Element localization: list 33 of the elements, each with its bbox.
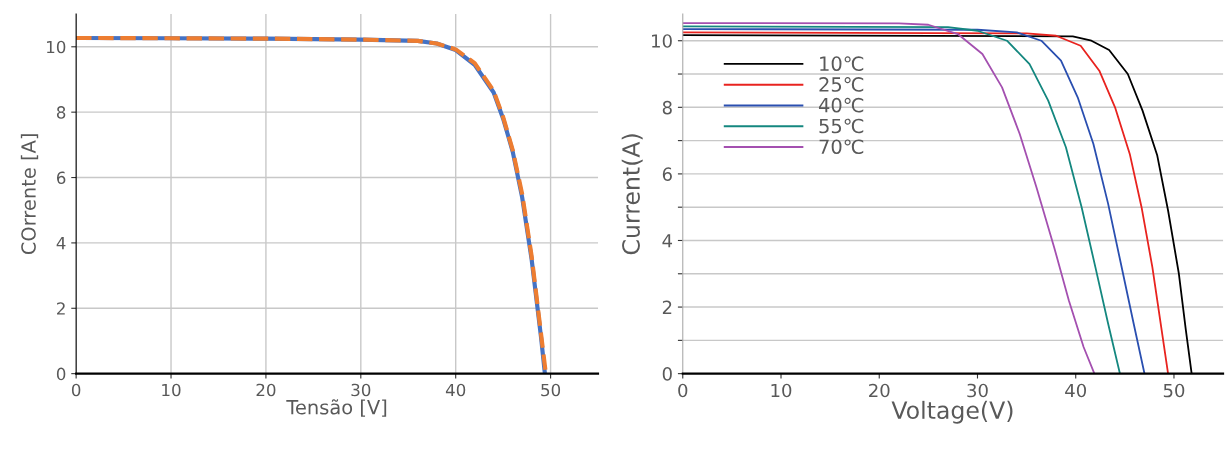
x-tick-label: 20 xyxy=(869,383,890,398)
x-tick-label: 0 xyxy=(71,383,81,397)
y-tick-label: 4 xyxy=(56,237,66,250)
y-tick-label: 0 xyxy=(662,367,672,381)
y-tick-label: 4 xyxy=(662,234,673,248)
x-tick-label: 10 xyxy=(162,383,181,397)
y-tick-label: 8 xyxy=(56,106,66,119)
legend-label: 10℃ xyxy=(820,56,864,72)
legend-label: 25℃ xyxy=(819,77,864,92)
legend-label: 55℃ xyxy=(819,118,864,134)
y-tick-label: 2 xyxy=(662,300,672,314)
y-tick-label: 0 xyxy=(56,367,66,381)
y-tick-label: 8 xyxy=(662,100,672,115)
y-tick-label: 10 xyxy=(47,40,66,54)
y-tick-label: 10 xyxy=(652,34,672,48)
x-axis-title: Voltage(V) xyxy=(891,400,1013,424)
y-tick-label: 2 xyxy=(57,302,65,315)
x-tick-label: 50 xyxy=(541,383,561,397)
x-tick-label: 30 xyxy=(351,383,371,397)
x-tick-label: 30 xyxy=(967,383,988,398)
y-axis-title: COrrente [A] xyxy=(20,134,39,255)
x-tick-label: 40 xyxy=(1065,383,1087,398)
x-tick-label: 50 xyxy=(1163,383,1185,398)
x-tick-label: 40 xyxy=(445,383,466,397)
x-tick-label: 20 xyxy=(256,383,276,397)
x-tick-label: 0 xyxy=(678,383,688,398)
legend-label: 70℃ xyxy=(819,139,864,155)
y-axis-title: Current(A) xyxy=(621,134,643,255)
x-axis-title: Tensão [V] xyxy=(286,399,387,417)
legend-label: 40℃ xyxy=(818,97,864,113)
y-tick-label: 6 xyxy=(56,171,66,185)
x-tick-label: 10 xyxy=(771,383,792,398)
y-tick-label: 6 xyxy=(662,167,672,182)
